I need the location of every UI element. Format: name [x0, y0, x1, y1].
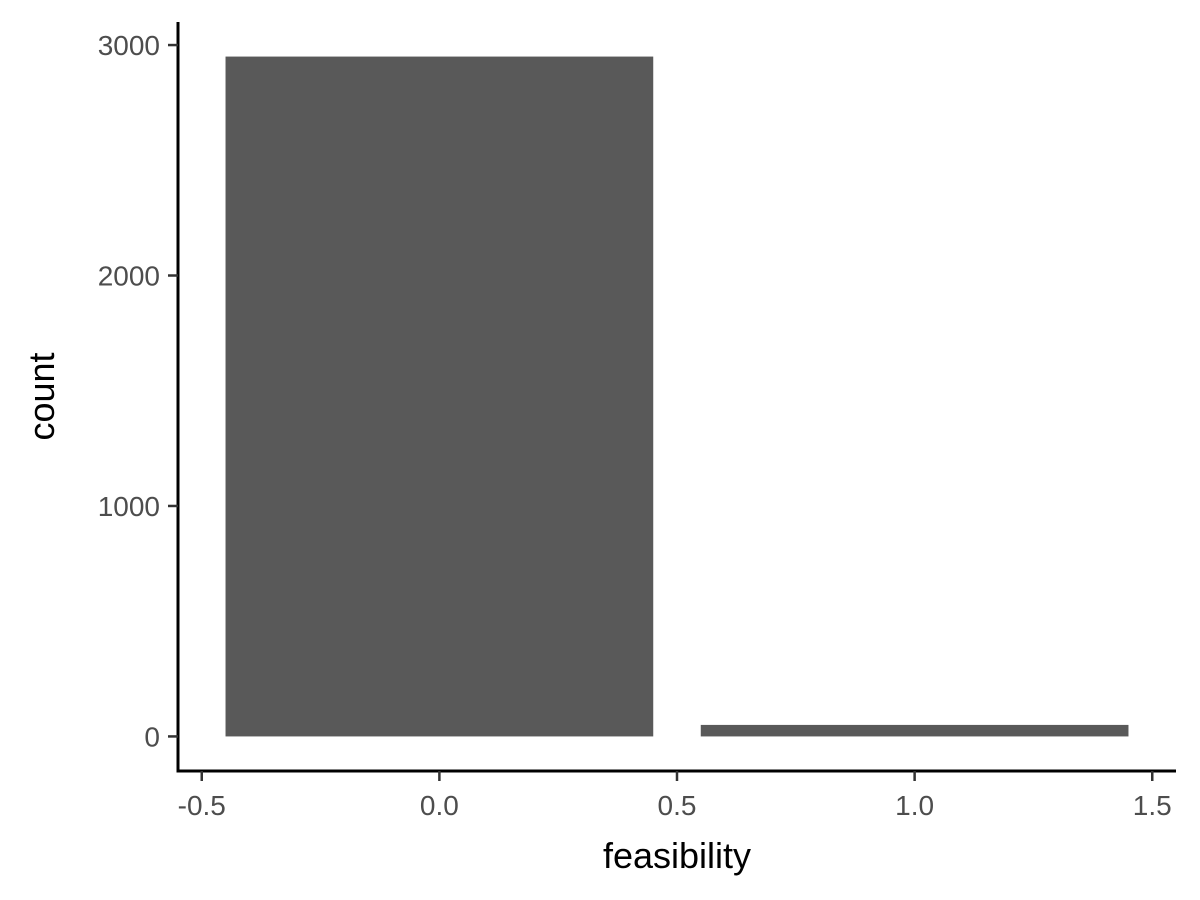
x-tick-label-4: 1.5	[1133, 790, 1172, 821]
y-tick-label-1: 1000	[98, 491, 160, 522]
bar-0	[225, 56, 654, 737]
x-tick-label-2: 0.5	[658, 790, 697, 821]
x-tick-label-3: 1.0	[895, 790, 934, 821]
y-axis-title: count	[21, 352, 62, 440]
x-tick-label-0: -0.5	[178, 790, 226, 821]
y-tick-label-2: 2000	[98, 261, 160, 292]
x-tick-label-1: 0.0	[420, 790, 459, 821]
bars	[225, 56, 1129, 737]
y-tick-label-0: 0	[144, 721, 160, 752]
x-axis: -0.5 0.0 0.5 1.0 1.5	[176, 769, 1176, 821]
y-tick-label-3: 3000	[98, 30, 160, 61]
y-axis: 0 1000 2000 3000	[98, 22, 180, 773]
x-axis-title: feasibility	[603, 835, 751, 876]
bar-1	[700, 724, 1129, 737]
